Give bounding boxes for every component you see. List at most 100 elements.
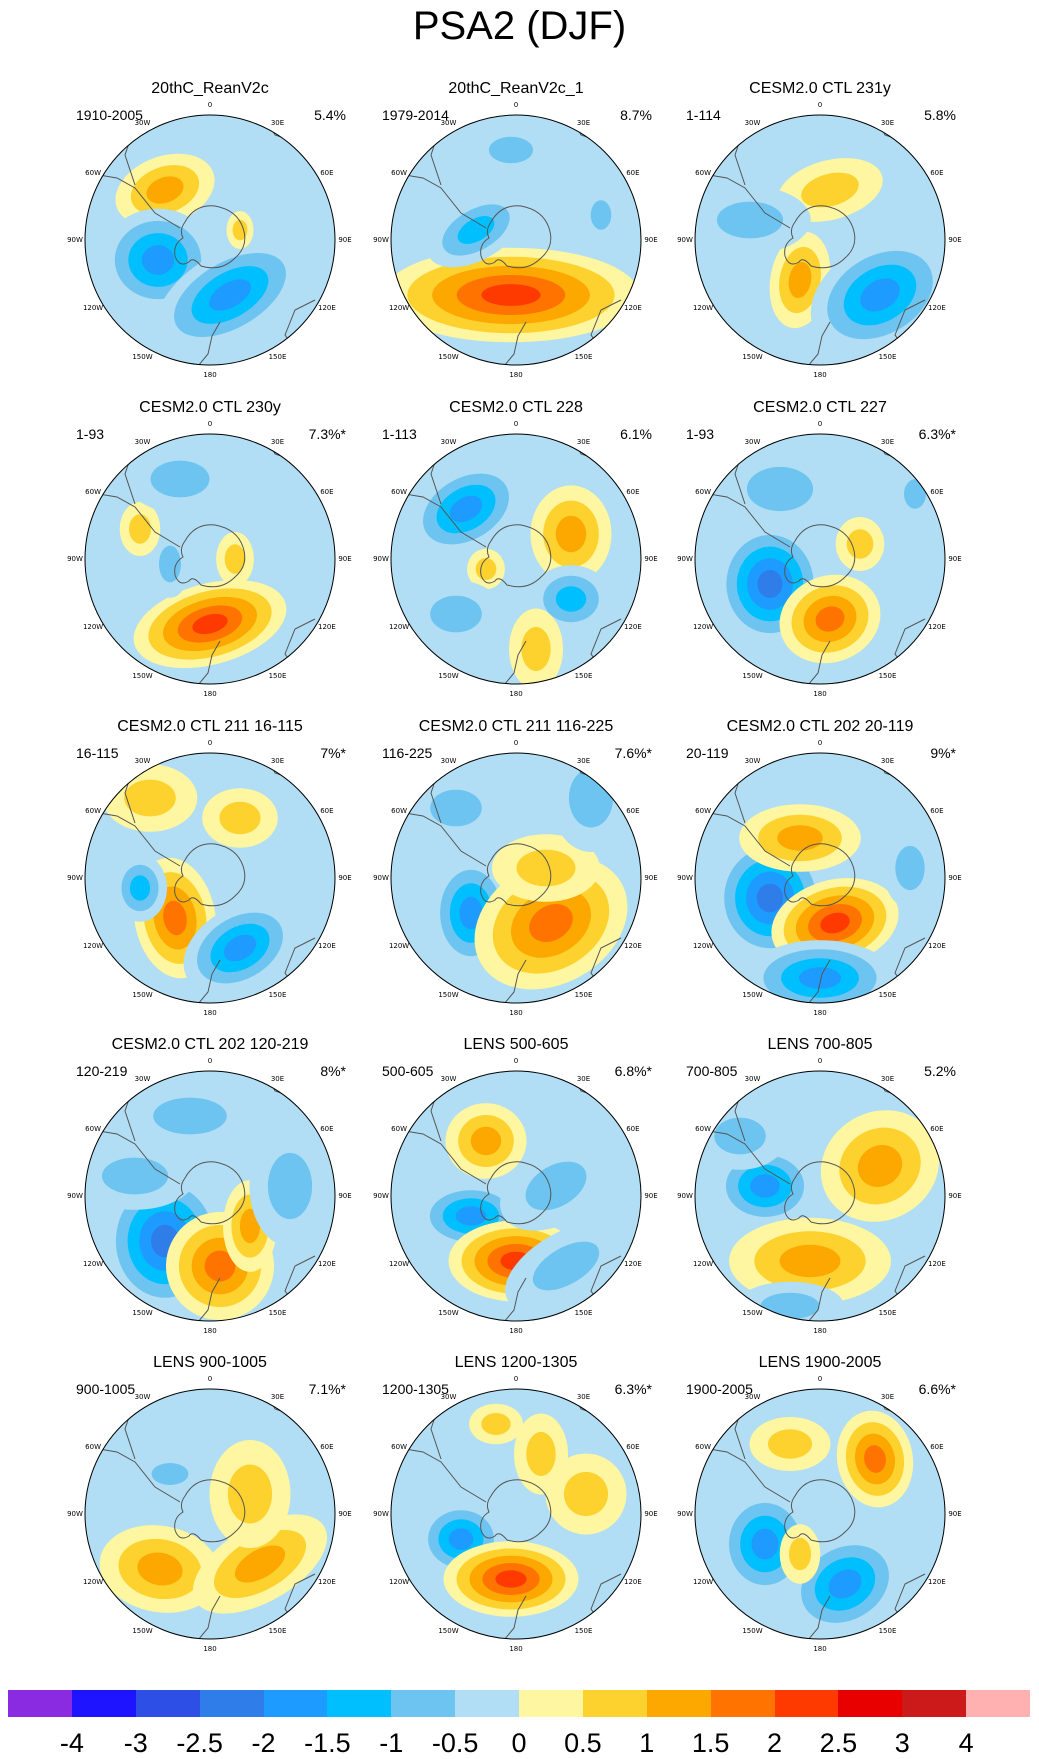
longitude-label: 30E: [576, 119, 591, 128]
longitude-label: 90E: [338, 874, 352, 882]
longitude-label: 60W: [695, 1124, 712, 1133]
longitude-label: 150E: [268, 1308, 287, 1317]
colorbar-tick-label: 2: [766, 1728, 783, 1758]
longitude-label: 150E: [574, 990, 593, 999]
panel-variance-pct: 6.3%*: [614, 1381, 652, 1397]
longitude-label: 120W: [82, 622, 104, 631]
longitude-label: 180: [203, 1009, 217, 1017]
negative-anomaly-contour: [860, 278, 900, 312]
longitude-label: 30W: [440, 1393, 457, 1402]
colorbar-segment: [199, 1690, 264, 1717]
panel-title: CESM2.0 CTL 227: [753, 399, 887, 416]
panel-year-range: 1-113: [382, 426, 417, 442]
longitude-label: 150E: [878, 1626, 897, 1635]
negative-anomaly-contour: [223, 934, 257, 962]
negative-anomaly-contour: [150, 460, 210, 498]
polar-map: [390, 114, 642, 366]
longitude-label: 0: [207, 1057, 213, 1065]
longitude-label: 30W: [744, 438, 761, 447]
longitude-label: 150E: [878, 1308, 897, 1317]
colorbar-segment: [135, 1690, 200, 1717]
longitude-label: 90E: [644, 555, 658, 563]
negative-anomaly-contour: [798, 967, 842, 989]
panel-year-range: 1200-1305: [382, 1381, 449, 1397]
negative-anomaly-contour: [568, 768, 614, 828]
longitude-label: 150W: [438, 1308, 459, 1317]
longitude-label: 90E: [644, 1510, 658, 1518]
longitude-label: 30E: [880, 119, 895, 128]
longitude-label: 60E: [930, 1442, 944, 1451]
longitude-label: 60E: [320, 168, 334, 177]
negative-anomaly-contour: [525, 1161, 587, 1211]
antarctica-coastline: [784, 1479, 856, 1543]
longitude-label: 60W: [391, 1124, 408, 1133]
antarctica-coastline: [480, 1479, 552, 1543]
positive-anomaly-contour: [495, 1570, 527, 1588]
longitude-label: 30E: [880, 1393, 895, 1402]
longitude-label: 90E: [948, 236, 962, 244]
negative-anomaly-contour: [153, 1097, 227, 1135]
longitude-label: 120E: [317, 1577, 336, 1586]
longitude-label: 180: [203, 690, 217, 698]
longitude-label: 0: [817, 420, 823, 428]
positive-anomaly-contour: [779, 1244, 841, 1278]
map-border: [694, 1388, 946, 1640]
negative-anomaly-contour: [904, 479, 926, 509]
polar-map: [84, 1070, 336, 1322]
longitude-label: 120E: [623, 303, 642, 312]
longitude-label: 30E: [576, 757, 591, 766]
panel-variance-pct: 7%*: [320, 745, 346, 761]
colorbar-segment: [582, 1690, 647, 1717]
longitude-label: 30E: [880, 1075, 895, 1084]
negative-anomaly-contour: [590, 200, 612, 230]
longitude-label: 120E: [927, 303, 946, 312]
panel-variance-pct: 8.7%: [620, 107, 652, 123]
panel-variance-pct: 5.8%: [924, 107, 956, 123]
panel-year-range: 1910-2005: [76, 107, 143, 123]
negative-anomaly-contour: [448, 1528, 474, 1550]
longitude-label: 30E: [270, 438, 285, 447]
longitude-label: 150W: [132, 1308, 153, 1317]
map-border: [84, 114, 336, 366]
colorbar-segment: [263, 1690, 328, 1717]
map-panel: CESM2.0 CTL 228 1-113 6.1% 0 30E 60E 90E 120E 15…: [366, 399, 666, 699]
panel-year-range: 16-115: [76, 745, 119, 761]
longitude-label: 120E: [927, 622, 946, 631]
longitude-label: 60W: [391, 1442, 408, 1451]
negative-anomaly-contour: [746, 466, 814, 512]
polar-map: [694, 433, 946, 685]
panel-variance-pct: 7.3%*: [308, 426, 346, 442]
longitude-label: 90E: [338, 1510, 352, 1518]
longitude-label: 120E: [623, 622, 642, 631]
longitude-label: 60W: [695, 806, 712, 815]
longitude-label: 30W: [440, 1075, 457, 1084]
negative-anomaly-contour: [714, 1117, 766, 1155]
colorbar-tick-label: 1: [639, 1728, 655, 1758]
longitude-label: 60E: [626, 168, 640, 177]
map-border: [84, 752, 336, 1004]
positive-anomaly-contour: [481, 284, 541, 306]
colorbar-tick-label: -1.5: [304, 1728, 351, 1758]
longitude-label: 30W: [134, 1075, 151, 1084]
longitude-label: 150E: [878, 990, 897, 999]
longitude-label: 120W: [692, 1259, 714, 1268]
longitude-label: 0: [817, 739, 823, 747]
longitude-label: 30E: [576, 438, 591, 447]
longitude-label: 180: [509, 371, 523, 379]
panel-year-range: 120-219: [76, 1063, 128, 1079]
longitude-label: 120E: [623, 1259, 642, 1268]
longitude-label: 120W: [692, 303, 714, 312]
longitude-label: 60W: [85, 168, 102, 177]
panel-title: LENS 1200-1305: [454, 1354, 578, 1371]
longitude-label: 180: [813, 1327, 827, 1335]
negative-anomaly-contour: [756, 883, 784, 913]
colorbar-tick-label: 2.5: [819, 1728, 858, 1758]
longitude-label: 30W: [440, 757, 457, 766]
longitude-label: 120E: [317, 941, 336, 950]
longitude-label: 90W: [677, 555, 693, 563]
colorbar-tick-label: 1.5: [691, 1728, 730, 1758]
map-border: [84, 1070, 336, 1322]
longitude-label: 150W: [742, 1308, 763, 1317]
map-panel: 20thC_ReanV2c 1910-2005 5.4% 0 30E 60E 90E 120E…: [60, 80, 360, 380]
longitude-label: 0: [817, 1375, 823, 1383]
